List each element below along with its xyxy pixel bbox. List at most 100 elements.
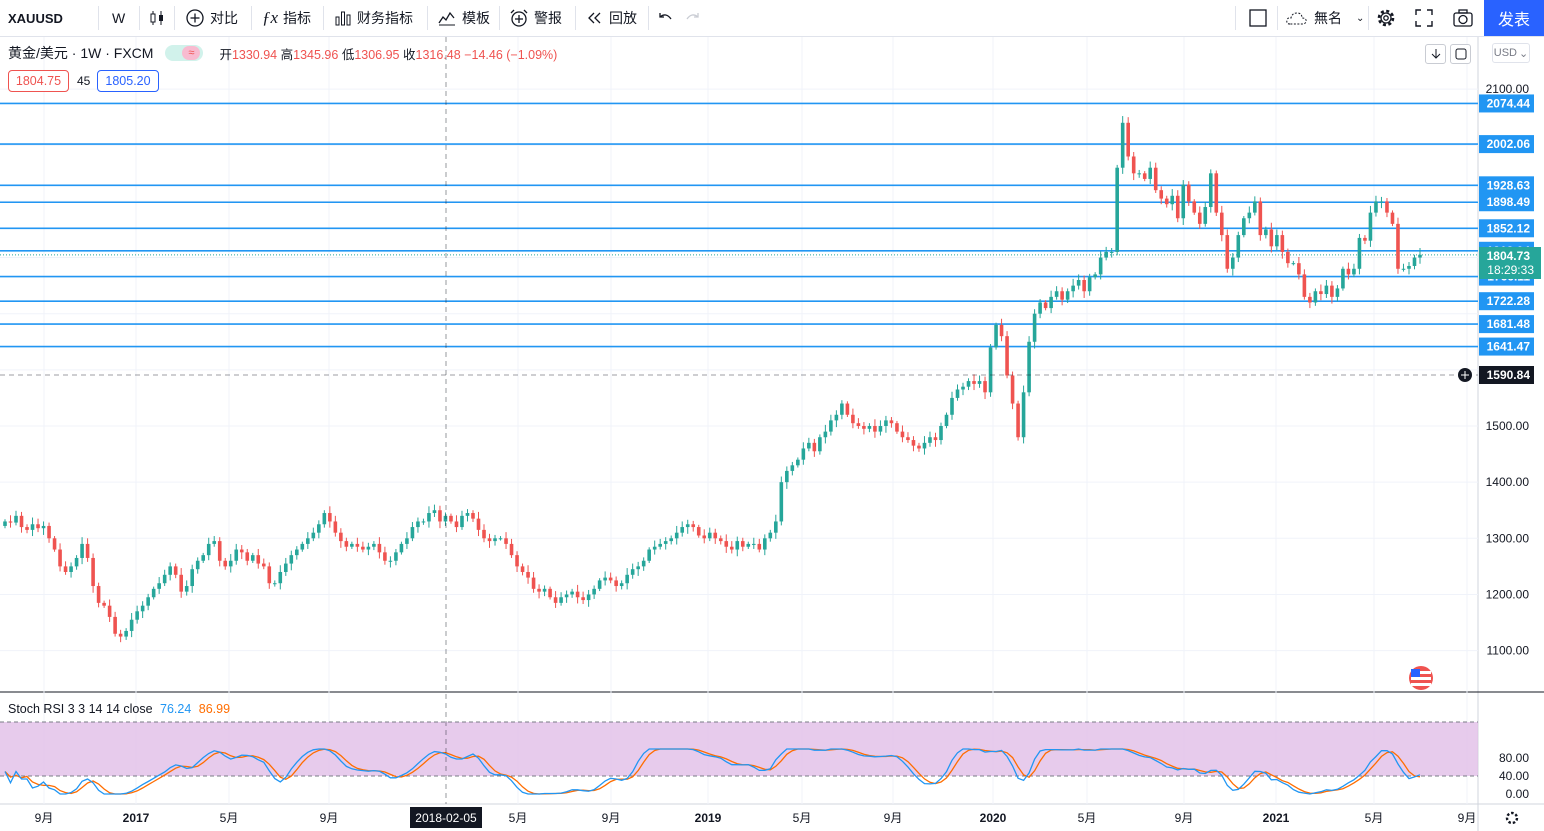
candle-body: [173, 566, 178, 575]
candle-body: [553, 597, 558, 603]
candle-body: [416, 521, 420, 528]
settings-icon[interactable]: [1505, 811, 1519, 825]
candle-body: [1126, 122, 1130, 157]
candle-body: [256, 555, 261, 564]
time-tick-label: 2017: [123, 811, 150, 825]
currency-selector[interactable]: USD ⌄: [1492, 43, 1530, 63]
replay-button[interactable]: 回放: [586, 0, 637, 36]
divider: [251, 6, 252, 30]
candle-body: [735, 541, 740, 550]
candle-body: [581, 597, 585, 601]
level-label: 1641.47: [1487, 340, 1531, 354]
templates-button[interactable]: 模板: [437, 0, 490, 36]
candle-body: [432, 510, 437, 514]
candle-body: [1269, 229, 1274, 247]
candle-body: [559, 597, 563, 603]
candle-body: [1264, 229, 1268, 236]
price-axis[interactable]: 2100.00 1500.00 1400.00 1300.00 1200.00 1100.…: [1486, 82, 1530, 658]
us-flag-icon[interactable]: [1409, 666, 1433, 690]
crosshair-price-label[interactable]: 1590.84: [1458, 366, 1534, 384]
candle-body: [823, 431, 828, 438]
sell-price-box[interactable]: 1804.75: [8, 70, 69, 92]
candle-body: [1060, 291, 1064, 300]
candle-body: [548, 588, 552, 598]
candle-body: [647, 549, 651, 561]
candle-body: [168, 566, 172, 575]
candle-body: [289, 555, 294, 564]
indicator-name[interactable]: Stoch RSI 3 3 14 14 close: [8, 702, 153, 716]
candle-body: [1148, 167, 1153, 179]
candle-body: [460, 515, 464, 528]
symbol-search[interactable]: XAUUSD: [8, 10, 63, 26]
candle-body: [840, 403, 844, 415]
candle-body: [30, 524, 35, 530]
pane-buttons: [1425, 44, 1471, 64]
horizontal-levels[interactable]: 2074.442002.061928.631898.491852.121812.…: [0, 94, 1534, 356]
candle-body: [493, 538, 497, 542]
alarm-clock-icon: [509, 8, 529, 28]
candle-body: [350, 543, 354, 547]
maximize-pane-button[interactable]: [1450, 44, 1471, 64]
candle-body: [829, 420, 833, 432]
candle-body: [355, 543, 360, 547]
indicators-button[interactable]: ƒx 指标: [262, 0, 311, 36]
candle-body: [856, 423, 861, 426]
chart-type-button[interactable]: [148, 0, 171, 36]
buy-price-box[interactable]: 1805.20: [97, 70, 159, 92]
candle-body: [818, 437, 822, 452]
undo-icon: [656, 9, 674, 27]
candle-body: [454, 521, 459, 528]
candle-body: [487, 538, 492, 542]
symbol-title[interactable]: 黄金/美元 · 1W · FXCM: [8, 45, 154, 61]
rsi-axis[interactable]: 80.00 40.00 0.00: [1499, 751, 1529, 801]
level-label-bg: [1479, 94, 1534, 113]
last-price-label: 1804.73 18:29:33: [1479, 247, 1541, 279]
level-label-bg: [1479, 193, 1534, 212]
layout-name-button[interactable]: 無名 ⌄: [1285, 0, 1364, 36]
candle-body: [1164, 198, 1169, 205]
candle-body: [652, 546, 657, 550]
candle-body: [597, 580, 602, 589]
candles: [3, 116, 1422, 643]
candle-body: [1357, 237, 1362, 269]
candle-body: [1021, 392, 1026, 438]
candle-body: [465, 513, 470, 516]
candle-body: [917, 445, 921, 449]
interval-button[interactable]: W: [112, 10, 126, 26]
fullscreen-button[interactable]: [1414, 0, 1439, 36]
candle-body: [383, 552, 387, 561]
candle-body: [1352, 268, 1356, 275]
top-toolbar: XAUUSD W 对比 ƒx 指标 财务指标 模板 警报 回放 無名 ⌄: [0, 0, 1544, 37]
undo-button[interactable]: [656, 0, 679, 36]
candle-body: [944, 414, 949, 426]
candle-body: [410, 527, 415, 539]
template-icon: [437, 9, 457, 27]
candle-body: [1280, 235, 1285, 252]
candle-body: [1071, 285, 1075, 292]
publish-button[interactable]: 发表: [1484, 0, 1544, 36]
divider: [648, 6, 649, 30]
symbol-legend: 黄金/美元 · 1W · FXCM ≈ 开1330.94 高1345.96 低1…: [8, 44, 557, 62]
compare-button[interactable]: 对比: [185, 0, 238, 36]
layout-button[interactable]: [1248, 0, 1273, 36]
financials-button[interactable]: 财务指标: [334, 0, 413, 36]
candle-body: [592, 588, 596, 595]
time-axis[interactable]: 9月 2017 5月 9月 5月 9月 2019 5月 9月 2020 5月 9月 2021 5月 9月: [35, 811, 1477, 825]
candle-body: [245, 552, 250, 561]
candle-body: [999, 324, 1004, 337]
svg-text:18:29:33: 18:29:33: [1487, 263, 1534, 277]
candle-body: [1153, 167, 1158, 191]
snapshot-button[interactable]: [1452, 0, 1479, 36]
divider: [139, 6, 140, 30]
level-label-bg: [1479, 135, 1534, 154]
move-down-button[interactable]: [1425, 44, 1446, 64]
candle-body: [1275, 235, 1279, 247]
alert-button[interactable]: 警报: [509, 0, 562, 36]
candle-body: [1142, 173, 1147, 179]
time-tick-label: 5月: [509, 811, 528, 825]
settings-button[interactable]: [1375, 0, 1402, 36]
chart-area[interactable]: 2074.442002.061928.631898.491852.121812.…: [0, 37, 1544, 831]
redo-button[interactable]: [684, 0, 707, 36]
candle-body: [300, 543, 305, 550]
candle-body: [295, 549, 299, 556]
